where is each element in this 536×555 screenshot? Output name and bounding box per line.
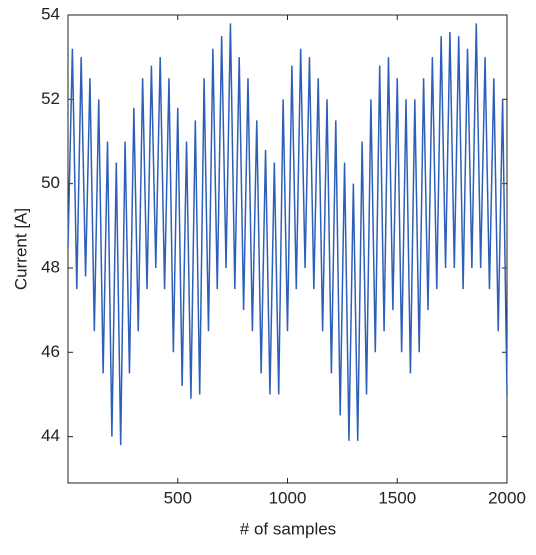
y-tick-label: 48: [41, 257, 60, 276]
y-tick-label: 52: [41, 89, 60, 108]
x-tick-label: 1000: [269, 488, 307, 507]
x-tick-label: 500: [164, 488, 192, 507]
plot-frame: [67, 14, 508, 484]
x-axis-label: # of samples: [240, 519, 336, 538]
x-tick-label: 1500: [378, 488, 416, 507]
y-tick-label: 54: [41, 4, 60, 23]
y-tick-label: 46: [41, 342, 60, 361]
y-axis-label: Current [A]: [11, 208, 30, 290]
y-tick-label: 50: [41, 173, 60, 192]
y-tick-label: 44: [41, 426, 60, 445]
x-tick-label: 2000: [488, 488, 526, 507]
data-line: [67, 23, 508, 446]
